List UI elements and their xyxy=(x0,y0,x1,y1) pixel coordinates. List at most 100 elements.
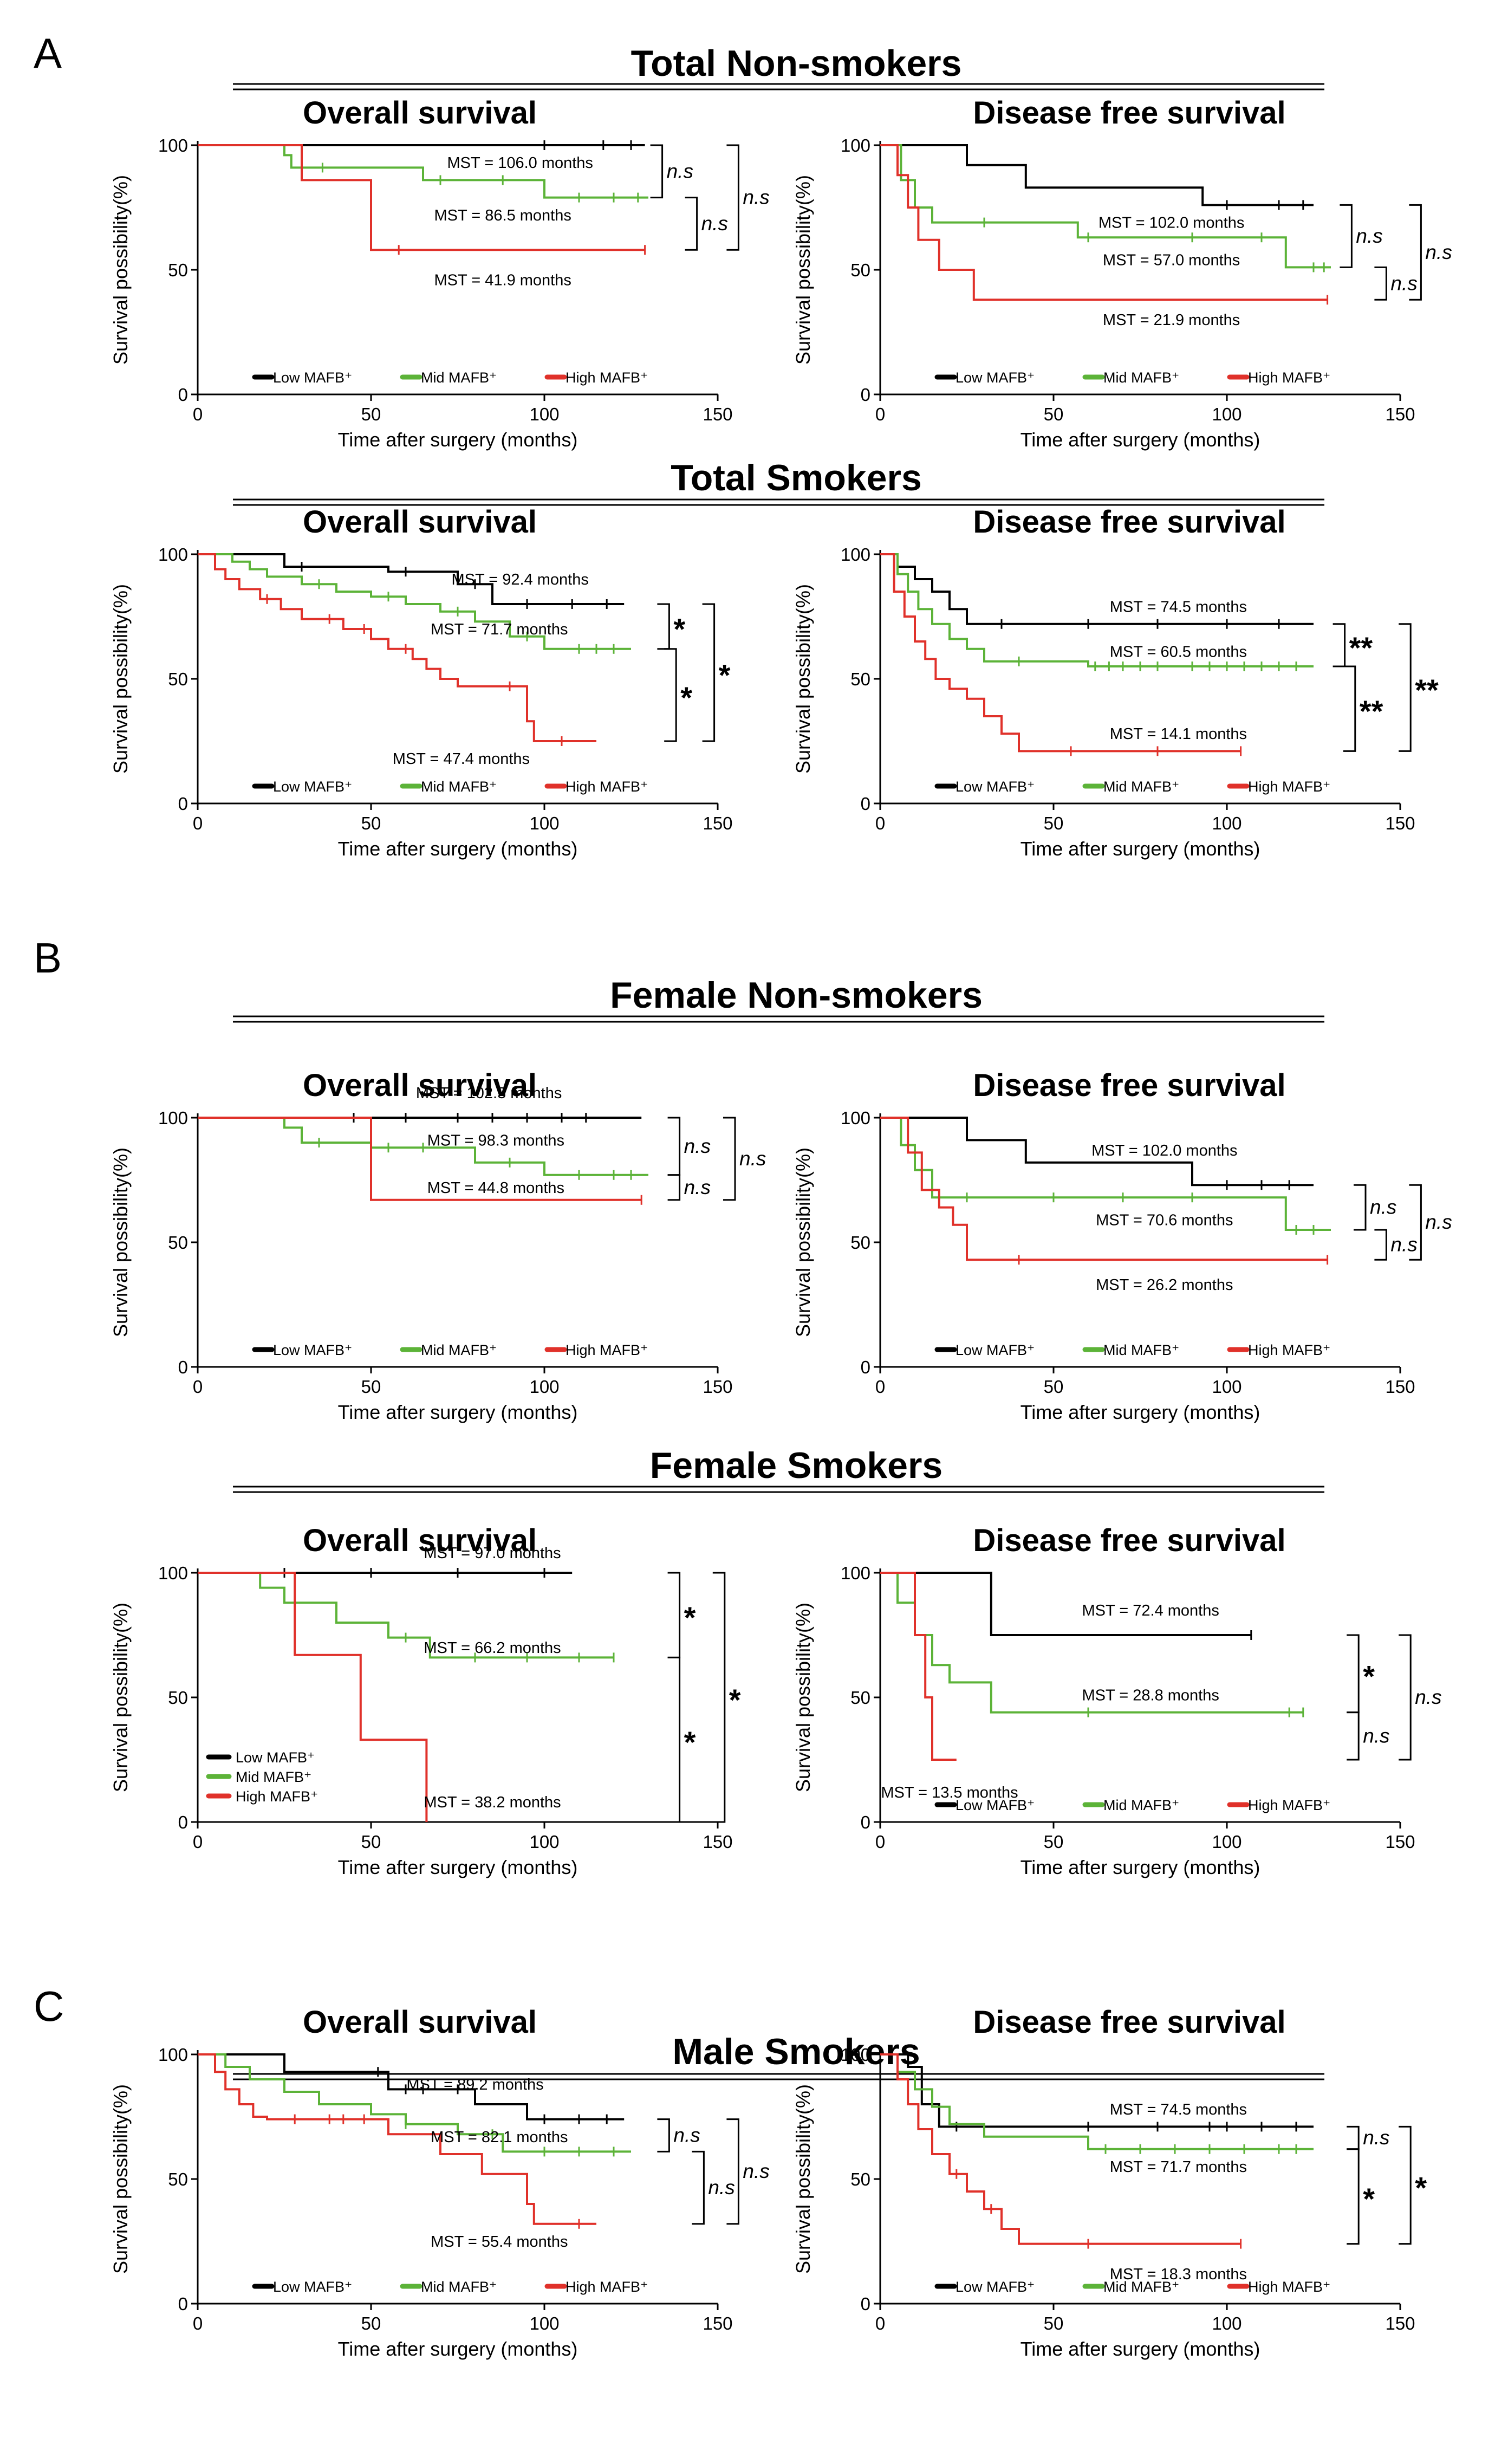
significance-bracket xyxy=(1354,1184,1367,1231)
y-tick-label: 0 xyxy=(861,1357,870,1377)
y-axis-label: Survival possibility(%) xyxy=(109,1603,132,1792)
x-tick-label: 100 xyxy=(1212,404,1242,424)
y-tick-label: 50 xyxy=(850,260,870,280)
series-line-high-mafb xyxy=(198,144,645,251)
legend-label: Low MAFB⁺ xyxy=(273,369,352,386)
x-axis-label: Time after surgery (months) xyxy=(338,429,578,451)
x-tick-label: 0 xyxy=(875,813,885,833)
legend-label: Low MAFB⁺ xyxy=(955,779,1035,795)
significance-label: n.s xyxy=(1356,225,1382,247)
chart-total-smokers-disease-free-survival: Disease free survival 0 50 100 150 0 50 100 Time… xyxy=(792,504,1439,860)
chart-title: Overall survival xyxy=(303,2005,537,2040)
significance-bracket xyxy=(650,144,664,199)
series-line-mid-mafb xyxy=(880,1572,1303,1714)
y-tick-label: 0 xyxy=(178,1357,188,1377)
chart-male-smokers-disease-free-survival: Disease free survival 0 50 100 150 0 50 100 Time… xyxy=(792,2005,1427,2360)
x-tick-label: 150 xyxy=(703,1832,732,1852)
series-line-high-mafb xyxy=(880,553,1241,753)
legend-label: Mid MAFB⁺ xyxy=(421,369,497,386)
significance-label: n.s xyxy=(684,1176,711,1198)
chart-male-smokers-overall-survival: Overall survival 0 50 100 150 0 50 100 Time afte… xyxy=(109,2005,770,2360)
significance-label: n.s xyxy=(743,2160,769,2182)
legend-label: High MAFB⁺ xyxy=(1248,1797,1330,1813)
x-axis-label: Time after surgery (months) xyxy=(338,1856,578,1878)
significance-label: n.s xyxy=(673,2124,700,2147)
series-line-high-mafb xyxy=(198,2053,596,2225)
significance-label: n.s xyxy=(1390,1234,1417,1256)
mst-label: MST = 72.4 months xyxy=(1082,1602,1219,1619)
significance-label: * xyxy=(684,1725,696,1759)
chart-title: Overall survival xyxy=(303,1523,537,1558)
y-tick-label: 50 xyxy=(168,1233,188,1253)
legend-label: High MAFB⁺ xyxy=(236,1788,318,1805)
group-title: Male Smokers xyxy=(672,2031,920,2072)
series-line-mid-mafb xyxy=(880,553,1314,667)
group-title: Female Smokers xyxy=(650,1445,943,1486)
significance-label: n.s xyxy=(739,1147,766,1170)
series-line-low-mafb xyxy=(880,144,1314,206)
x-tick-label: 50 xyxy=(1044,1832,1064,1852)
chart-female-non-smokers-overall-survival: Overall survival 0 50 100 150 0 50 100 Time afte… xyxy=(109,1068,766,1423)
legend-label: Mid MAFB⁺ xyxy=(1103,1797,1179,1813)
legend-label: Low MAFB⁺ xyxy=(236,1749,315,1766)
x-axis-label: Time after surgery (months) xyxy=(1020,1401,1260,1423)
mst-label: MST = 71.7 months xyxy=(1110,2158,1247,2176)
series-line-low-mafb xyxy=(880,1572,1251,1636)
mst-label: MST = 14.1 months xyxy=(1110,725,1247,743)
series-line-low-mafb xyxy=(880,1117,1314,1186)
mst-label: MST = 74.5 months xyxy=(1110,599,1247,616)
x-tick-label: 100 xyxy=(529,1832,559,1852)
x-tick-label: 0 xyxy=(193,1832,203,1852)
significance-label: * xyxy=(1363,1659,1375,1693)
significance-label: n.s xyxy=(1390,272,1417,294)
group-header-male-smokers: Male Smokers xyxy=(233,2031,1324,2080)
x-tick-label: 150 xyxy=(1385,813,1415,833)
mst-label: MST = 106.0 months xyxy=(447,154,593,172)
significance-bracket xyxy=(702,603,716,742)
significance-bracket xyxy=(1399,1634,1412,1761)
x-tick-label: 50 xyxy=(361,1377,381,1397)
y-tick-label: 0 xyxy=(178,794,188,814)
group-header-total-smokers: Total Smokers xyxy=(233,457,1324,506)
series-line-mid-mafb xyxy=(198,2053,631,2153)
y-tick-label: 0 xyxy=(178,1812,188,1832)
mst-label: MST = 82.1 months xyxy=(431,2129,568,2146)
x-tick-label: 0 xyxy=(193,2313,203,2333)
significance-label: * xyxy=(673,612,685,646)
significance-bracket xyxy=(664,648,677,742)
legend-label: Low MAFB⁺ xyxy=(273,2279,352,2295)
mst-label: MST = 26.2 months xyxy=(1096,1276,1233,1294)
mst-label: MST = 55.4 months xyxy=(431,2233,568,2251)
y-tick-label: 100 xyxy=(158,544,188,565)
chart-title: Overall survival xyxy=(303,1068,537,1103)
mst-label: MST = 41.9 months xyxy=(434,271,571,289)
significance-label: n.s xyxy=(684,1135,711,1157)
significance-label: * xyxy=(729,1683,741,1717)
x-tick-label: 150 xyxy=(1385,2313,1415,2333)
y-axis-label: Survival possibility(%) xyxy=(792,2084,814,2274)
x-tick-label: 50 xyxy=(361,813,381,833)
y-axis-label: Survival possibility(%) xyxy=(109,584,132,774)
chart-female-non-smokers-disease-free-survival: Disease free survival 0 50 100 150 0 50 100 Time… xyxy=(792,1068,1452,1423)
y-tick-label: 0 xyxy=(861,2294,870,2314)
legend-label: Mid MAFB⁺ xyxy=(1103,2279,1179,2295)
significance-bracket xyxy=(1409,204,1422,301)
y-tick-label: 100 xyxy=(158,1563,188,1583)
significance-bracket xyxy=(1332,623,1346,667)
y-tick-label: 0 xyxy=(861,1812,870,1832)
mst-label: MST = 47.4 months xyxy=(393,750,530,768)
significance-label: n.s xyxy=(1425,1211,1452,1233)
significance-bracket xyxy=(1374,1229,1387,1261)
x-axis-label: Time after surgery (months) xyxy=(338,838,578,860)
legend-label: High MAFB⁺ xyxy=(566,779,648,795)
y-tick-label: 0 xyxy=(178,385,188,405)
x-tick-label: 150 xyxy=(1385,404,1415,424)
chart-total-non-smokers-overall-survival: Overall survival 0 50 100 150 0 50 100 Time afte… xyxy=(109,95,770,451)
y-tick-label: 50 xyxy=(850,669,870,689)
x-tick-label: 0 xyxy=(875,2313,885,2333)
chart-title: Disease free survival xyxy=(973,504,1285,540)
x-tick-label: 100 xyxy=(529,1377,559,1397)
significance-bracket xyxy=(723,1117,736,1201)
significance-bracket xyxy=(1374,266,1387,301)
